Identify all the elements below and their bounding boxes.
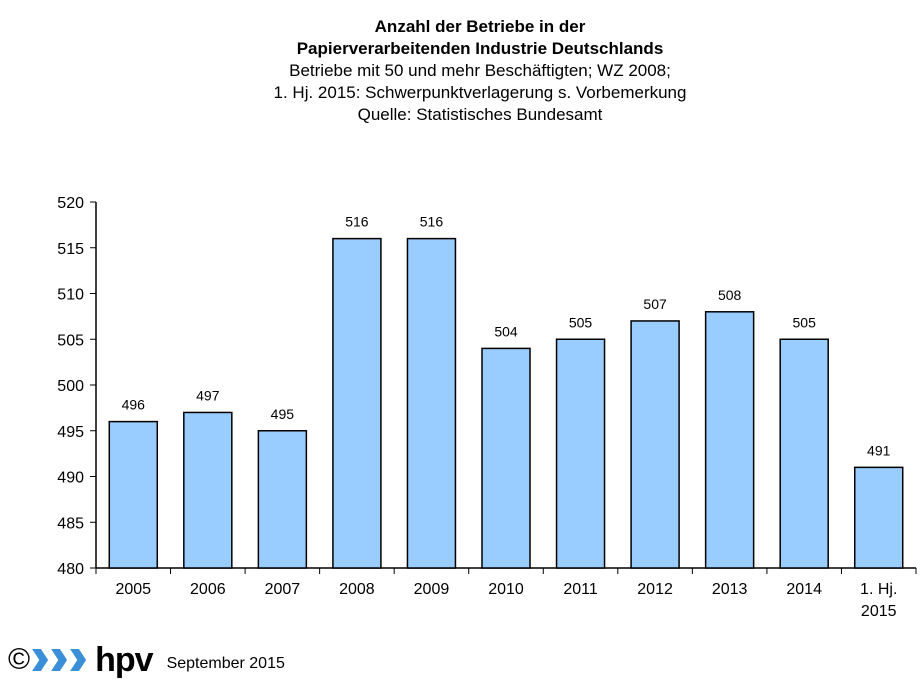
footer: © hpv September 2015 [8, 640, 285, 680]
footer-date: September 2015 [166, 655, 285, 672]
x-category-label: 2006 [190, 581, 226, 598]
bar-data-label: 497 [196, 387, 220, 403]
bar-data-label: 505 [569, 314, 593, 330]
x-category-label: 2013 [712, 581, 748, 598]
chart-subtitle-line-3: Quelle: Statistisches Bundesamt [357, 105, 603, 124]
bar-data-label: 495 [271, 406, 295, 422]
y-tick-label: 515 [57, 241, 84, 258]
y-tick-label: 485 [57, 515, 84, 532]
chart-subtitle-line-2: 1. Hj. 2015: Schwerpunktverlagerung s. V… [273, 83, 687, 102]
bar-data-label: 496 [122, 397, 146, 413]
bar [332, 237, 382, 569]
bar-data-label: 507 [643, 296, 667, 312]
x-category-label: 2012 [637, 581, 673, 598]
chart-title-line-2: Papierverarbeitenden Industrie Deutschla… [296, 39, 664, 58]
y-tick-label: 495 [57, 424, 84, 441]
chart-title-line-1: Anzahl der Betriebe in der [374, 17, 586, 36]
chart-titles: Anzahl der Betriebe in der Papierverarbe… [0, 16, 924, 126]
bar [779, 338, 829, 569]
bar [853, 466, 904, 569]
bar-data-label: 491 [867, 442, 891, 458]
bar-data-label: 504 [494, 323, 518, 339]
bar [481, 347, 531, 569]
x-category-label: 2008 [339, 581, 375, 598]
y-tick-label: 520 [57, 195, 84, 212]
bar-data-label: 516 [345, 214, 369, 230]
x-category-label: 2010 [488, 581, 524, 598]
bar [704, 311, 755, 569]
copyright-icon: © [8, 643, 31, 676]
bar [183, 411, 233, 569]
bar-data-label: 505 [793, 314, 817, 330]
x-category-label: 2011 [563, 581, 598, 598]
bar [257, 430, 308, 569]
hpv-logo-text: hpv [95, 641, 153, 679]
x-category-label: 2014 [786, 581, 822, 598]
bar [406, 237, 457, 569]
y-tick-label: 500 [57, 378, 84, 395]
x-category-label: 2009 [414, 581, 450, 598]
bar [630, 320, 680, 569]
bar-chart: 480 485 490 495 500 505 510 515 520 496 2005 497 200… [57, 195, 917, 620]
x-category-label: 2005 [115, 581, 151, 598]
bar [108, 420, 159, 569]
y-tick-label: 510 [57, 287, 84, 304]
bar [555, 338, 606, 569]
y-tick-label: 505 [57, 332, 84, 349]
bar-data-label: 516 [420, 214, 444, 230]
bar-data-label: 508 [718, 287, 742, 303]
y-tick-label: 480 [57, 561, 84, 578]
hpv-logo-chevrons-icon [32, 649, 89, 671]
chart-subtitle-line-1: Betriebe mit 50 und mehr Beschäftigten; … [289, 61, 671, 80]
y-tick-label: 490 [57, 470, 84, 487]
x-category-label: 2007 [265, 581, 301, 598]
x-category-label: 1. Hj. 2015 [860, 581, 897, 620]
